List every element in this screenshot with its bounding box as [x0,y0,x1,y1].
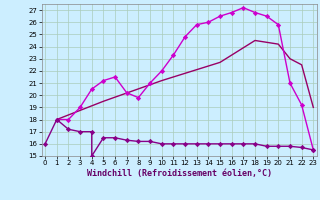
X-axis label: Windchill (Refroidissement éolien,°C): Windchill (Refroidissement éolien,°C) [87,169,272,178]
